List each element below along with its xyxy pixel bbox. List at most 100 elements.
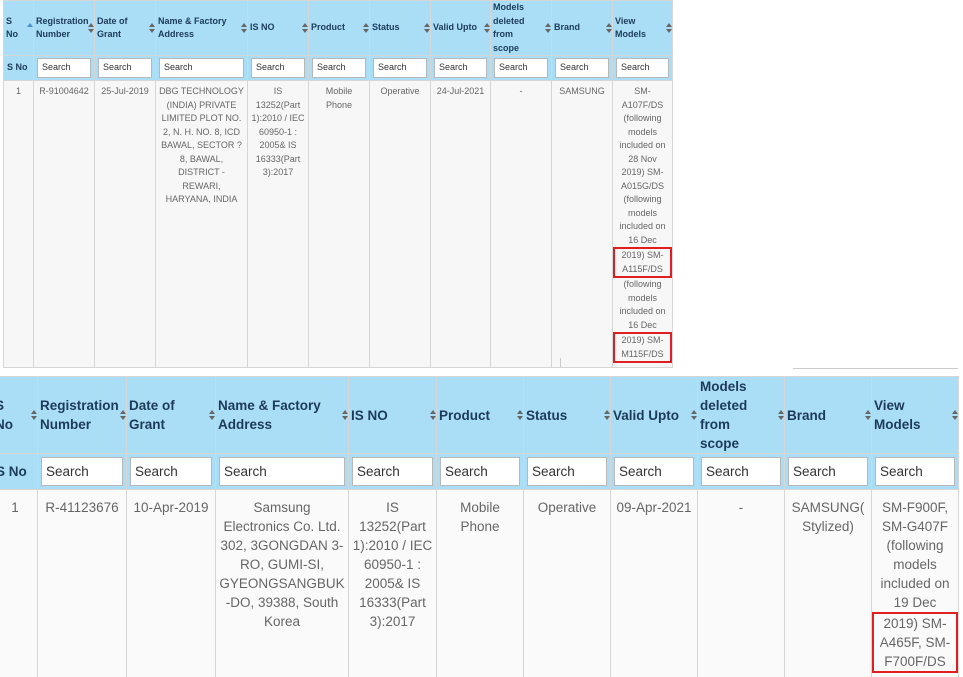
filter-cell: S No xyxy=(3,55,34,81)
search-input[interactable]: Search xyxy=(788,457,868,486)
header-label: S No xyxy=(6,15,18,40)
header-label: Date of Grant xyxy=(129,398,175,432)
search-input[interactable]: Search xyxy=(41,457,123,486)
data-cell: SAMSUNG xyxy=(551,80,613,368)
search-input[interactable]: Search xyxy=(312,58,366,78)
search-input[interactable]: Search xyxy=(875,457,955,486)
data-row: 1 R-41123676 10-Apr-2019 Samsung Electronic… xyxy=(0,489,959,677)
divider xyxy=(793,368,958,369)
search-input[interactable]: Search xyxy=(440,457,520,486)
cell-text: 1 xyxy=(15,86,21,96)
column-header[interactable]: Name & Factory Address xyxy=(215,376,349,454)
column-header[interactable]: Status xyxy=(523,376,611,454)
search-input[interactable]: Search xyxy=(614,457,694,486)
column-header[interactable]: Valid Upto xyxy=(430,0,491,56)
cell-text: 24-Jul-2021 xyxy=(436,86,485,96)
data-cell: 24-Jul-2021 xyxy=(430,80,491,368)
column-header[interactable]: Name & Factory Address xyxy=(155,0,248,56)
cell-text: Mobile Phone xyxy=(325,86,353,110)
registration-table: S No Registration Number Date of Grant Name… xyxy=(0,376,959,677)
highlighted-model: 2019) SM-A465F, SM-F700F/DS xyxy=(872,612,958,673)
search-input[interactable]: Search xyxy=(616,58,669,78)
column-header[interactable]: Valid Upto xyxy=(610,376,698,454)
divider xyxy=(560,358,561,367)
data-cell: 09-Apr-2021 xyxy=(610,489,698,677)
data-cell: SM-F900F, SM-G407F (following models inc… xyxy=(871,489,959,677)
cell-text: - xyxy=(738,500,744,515)
column-header[interactable]: S No xyxy=(3,0,34,56)
model-text: SM-F900F, SM-G407F (following models inc… xyxy=(880,500,950,610)
filter-cell: Search xyxy=(308,55,370,81)
header-label: View Models xyxy=(615,15,647,40)
column-header[interactable]: Status xyxy=(369,0,431,56)
cell-text: - xyxy=(519,86,523,96)
header-row: S No Registration Number Date of Grant Name… xyxy=(3,0,673,56)
header-label: Models deleted from scope xyxy=(493,2,525,53)
filter-cell: Search xyxy=(126,453,216,490)
search-input[interactable]: Search xyxy=(130,457,212,486)
cell-text: SAMSUNG xyxy=(559,86,605,96)
cell-text: 1 xyxy=(11,500,19,515)
column-header[interactable]: S No xyxy=(0,376,38,454)
column-header[interactable]: IS NO xyxy=(348,376,437,454)
column-header[interactable]: Models deleted from scope xyxy=(490,0,552,56)
search-input[interactable]: Search xyxy=(701,457,781,486)
filter-label: S No xyxy=(0,464,27,479)
filter-cell: Search xyxy=(37,453,127,490)
filter-cell: Search xyxy=(871,453,959,490)
search-input[interactable]: Search xyxy=(527,457,607,486)
header-label: View Models xyxy=(874,398,921,432)
search-input[interactable]: Search xyxy=(37,58,91,78)
data-cell: Operative xyxy=(523,489,611,677)
filter-row: S NoSearchSearchSearchSearchSearchSearch… xyxy=(0,453,959,490)
data-cell: 1 xyxy=(0,489,38,677)
filter-cell: Search xyxy=(33,55,95,81)
filter-cell: Search xyxy=(612,55,673,81)
cell-text: 25-Jul-2019 xyxy=(101,86,149,96)
cell-text: DBG TECHNOLOGY (INDIA) PRIVATE LIMITED P… xyxy=(159,86,244,204)
filter-cell: Search xyxy=(369,55,431,81)
filter-cell: S No xyxy=(0,453,38,490)
column-header[interactable]: View Models xyxy=(612,0,673,56)
highlighted-model: 2019) SM-M115F/DS xyxy=(613,332,672,363)
column-header[interactable]: Brand xyxy=(551,0,613,56)
column-header[interactable]: Brand xyxy=(784,376,872,454)
header-label: Name & Factory Address xyxy=(218,398,321,432)
column-header[interactable]: IS NO xyxy=(247,0,309,56)
search-input[interactable]: Search xyxy=(494,58,548,78)
header-label: Models deleted from scope xyxy=(700,379,748,451)
filter-row: S No Search Search Search Search Search Search… xyxy=(3,55,673,81)
column-header[interactable]: Product xyxy=(436,376,524,454)
cell-text: Samsung Electronics Co. Ltd. 302, 3GONGD… xyxy=(219,500,345,629)
header-label: IS NO xyxy=(250,22,275,33)
filter-cell: Search xyxy=(94,55,156,81)
search-input[interactable]: Search xyxy=(555,58,609,78)
search-input[interactable]: Search xyxy=(352,457,433,486)
column-header[interactable]: Registration Number xyxy=(37,376,127,454)
search-input[interactable]: Search xyxy=(159,58,244,78)
search-input[interactable]: Search xyxy=(251,58,305,78)
filter-cell: Search xyxy=(697,453,785,490)
search-input[interactable]: Search xyxy=(434,58,487,78)
column-header[interactable]: Product xyxy=(308,0,370,56)
column-header[interactable]: Date of Grant xyxy=(126,376,216,454)
column-header[interactable]: Date of Grant xyxy=(94,0,156,56)
filter-cell: Search xyxy=(784,453,872,490)
cell-text: R-91004642 xyxy=(39,86,89,96)
header-row: S No Registration Number Date of Grant Name… xyxy=(0,376,959,454)
registration-table: S No Registration Number Date of Grant Name… xyxy=(3,0,673,368)
column-header[interactable]: Registration Number xyxy=(33,0,95,56)
data-cell: IS 13252(Part 1):2010 / IEC 60950-1 : 20… xyxy=(348,489,437,677)
search-input[interactable]: Search xyxy=(219,457,345,486)
filter-cell: Search xyxy=(610,453,698,490)
filter-label: S No xyxy=(7,62,28,73)
data-cell: Mobile Phone xyxy=(436,489,524,677)
data-cell: 1 xyxy=(3,80,34,368)
search-input[interactable]: Search xyxy=(373,58,427,78)
highlighted-model: 2019) SM-A115F/DS xyxy=(613,247,672,278)
column-header[interactable]: Models deleted from scope xyxy=(697,376,785,454)
search-input[interactable]: Search xyxy=(98,58,152,78)
data-cell: SM-A107F/DS (following models included o… xyxy=(612,80,673,368)
data-cell: - xyxy=(697,489,785,677)
column-header[interactable]: View Models xyxy=(871,376,959,454)
